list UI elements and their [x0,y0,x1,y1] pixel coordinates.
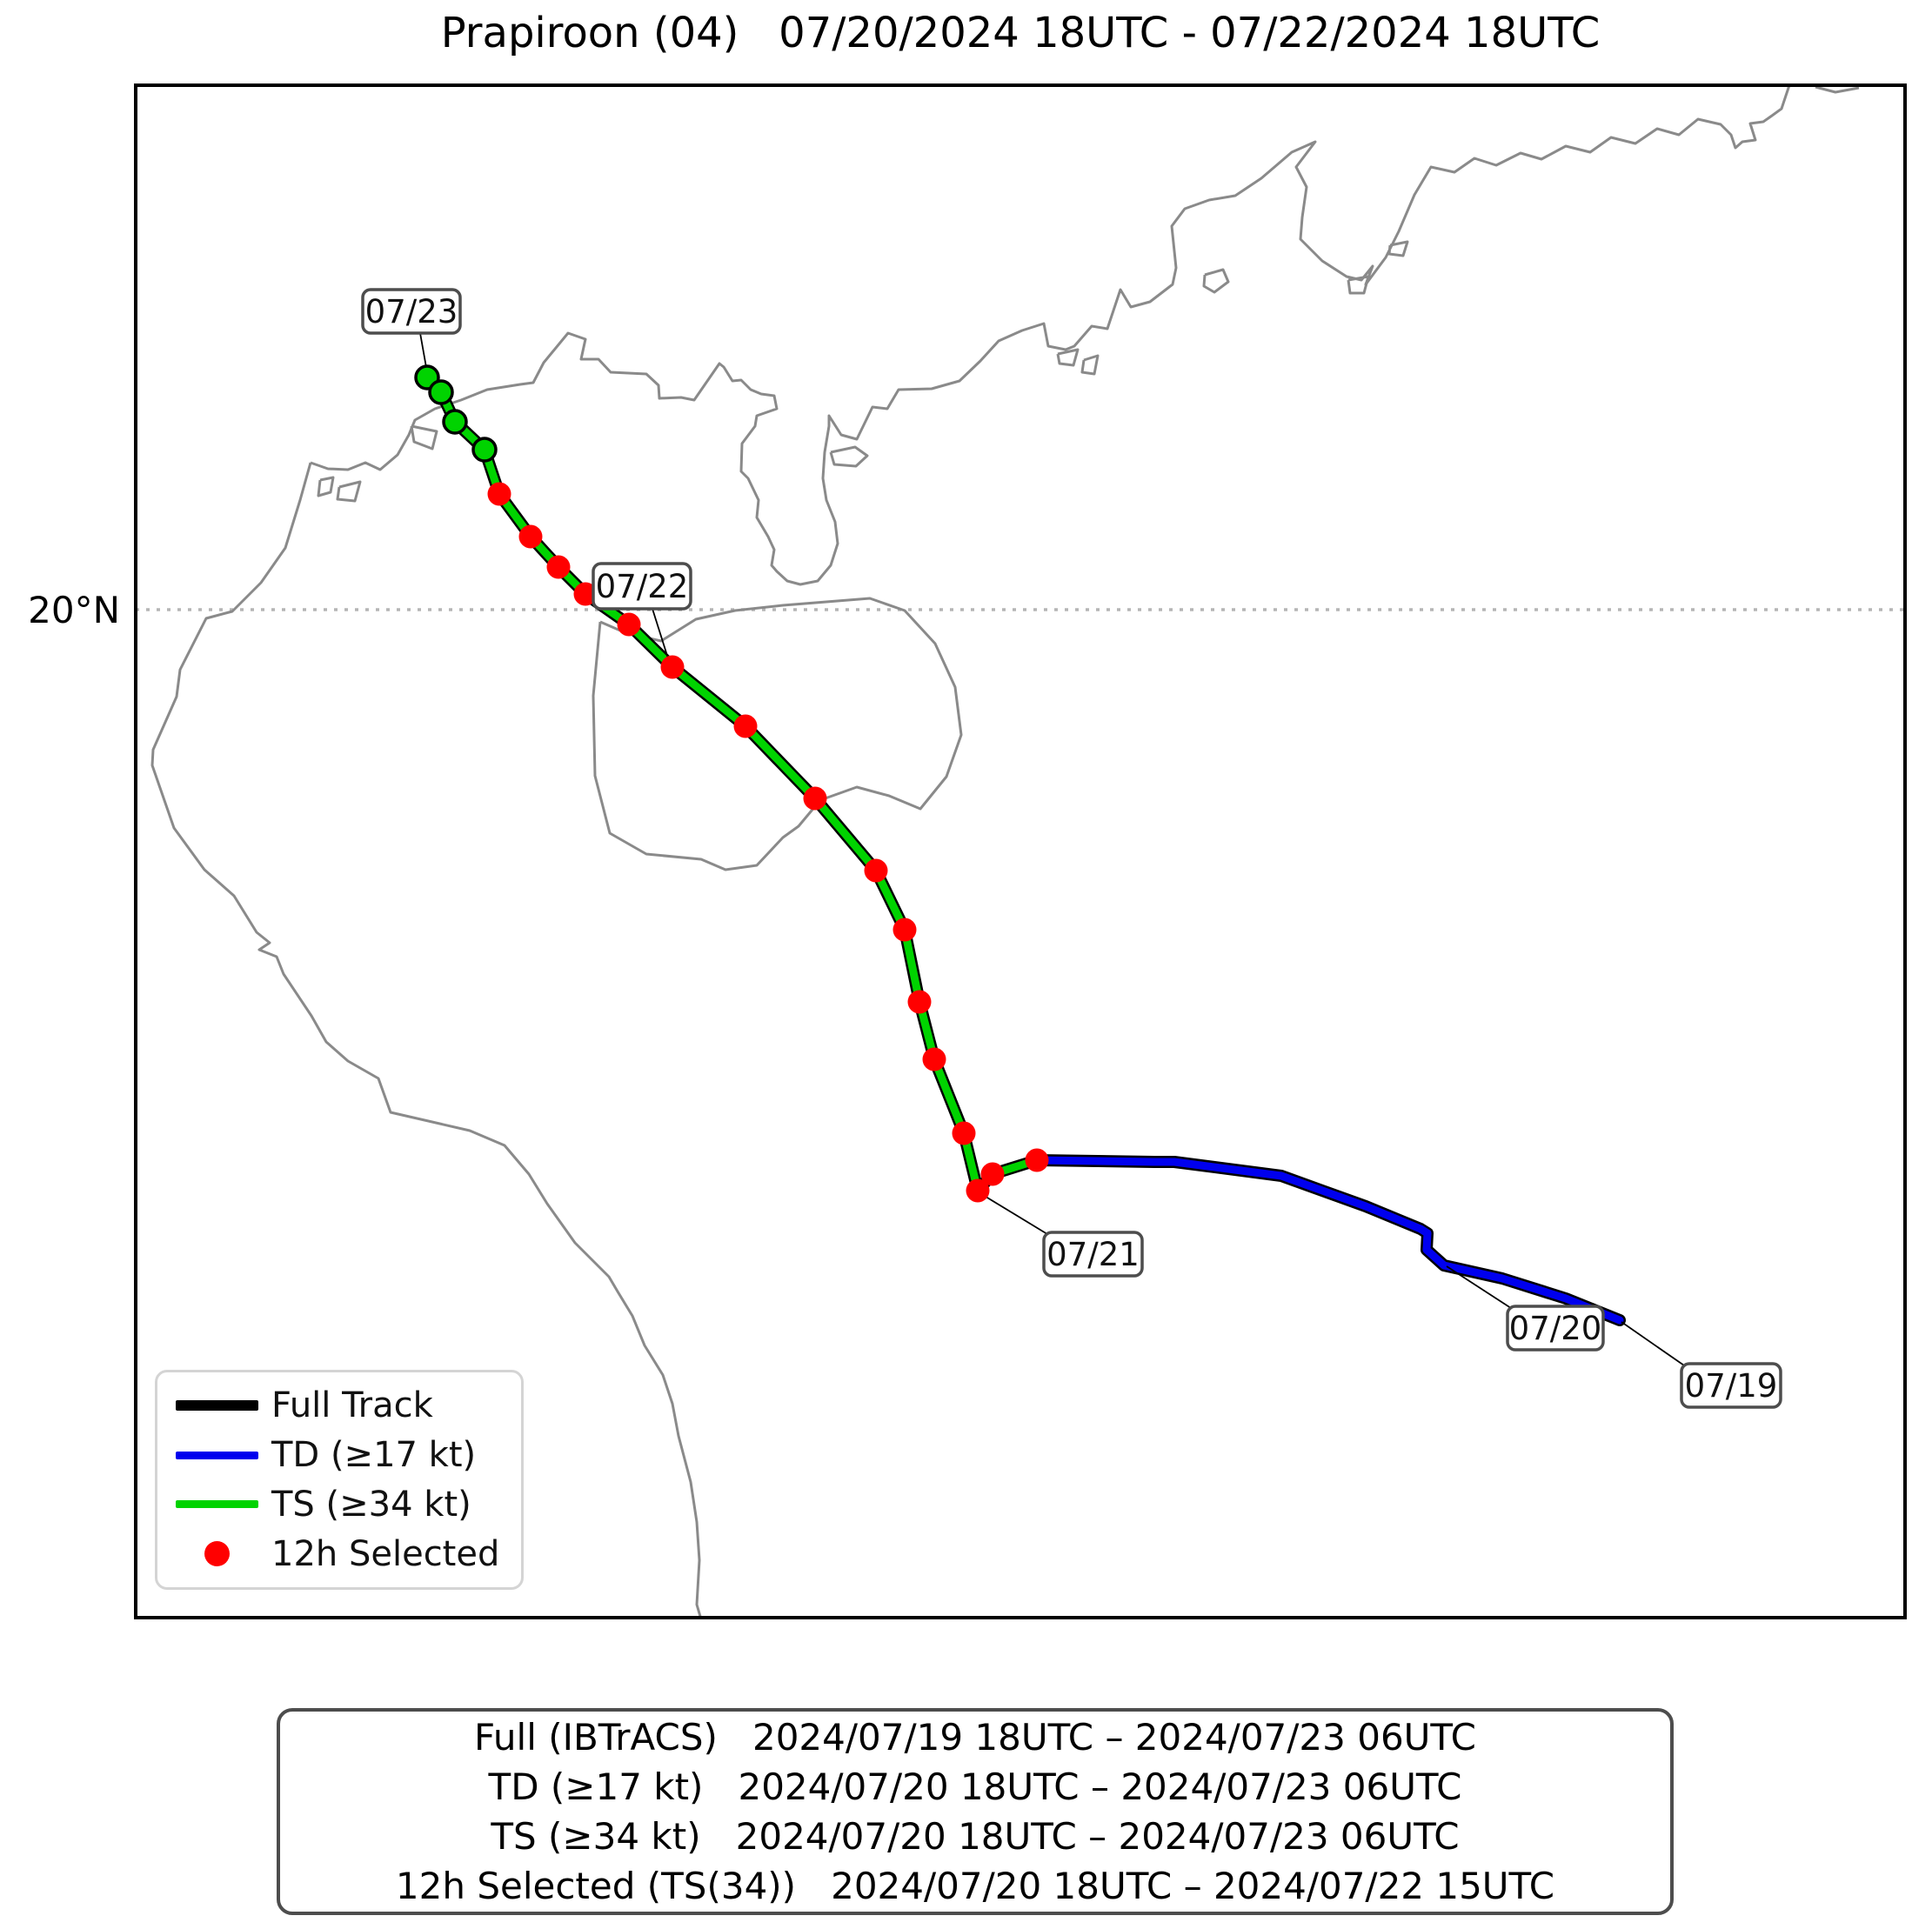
date-label-07-19: 07/19 [1680,1362,1782,1409]
legend-line-swatch [176,1500,258,1509]
date-label-box [361,288,462,335]
date-label-box [592,562,692,611]
date-label-07-22: 07/22 [592,562,692,611]
coastline-path [592,597,963,871]
date-label-text: 07/21 [1046,1236,1140,1273]
date-label-07-21: 07/21 [1042,1231,1144,1278]
date-label-text: 07/20 [1509,1310,1602,1347]
date-label-leader [652,608,669,659]
selected-12h-marker [1025,1148,1049,1172]
info-box-line: Full (IBTrACS) 2024/07/19 18UTC – 2024/0… [474,1716,1476,1759]
selected-12h-marker [966,1178,990,1203]
coastline-path [150,462,702,1618]
coastline-path [410,424,438,451]
date-label-leader [982,1194,1048,1235]
legend: Full Track TD (≥17 kt) TS (≥34 kt) 12h Sele… [155,1370,524,1590]
coastline-path [336,480,362,503]
full-track-line [421,371,1626,1326]
coastline-path [1202,268,1230,294]
selected-12h-marker [864,858,888,883]
date-label-text: 07/19 [1685,1367,1778,1405]
selected-12h-marker [907,990,932,1014]
legend-item: Full Track [163,1382,516,1429]
legend-item-label: TS (≥34 kt) [271,1484,471,1525]
selected-12h-marker [952,1121,976,1145]
date-label-07-23: 07/23 [361,288,462,335]
legend-dot-swatch [204,1541,230,1567]
date-label-leader [1621,1321,1685,1366]
date-label-leader [1446,1265,1514,1311]
date-label-text: 07/22 [596,568,689,605]
legend-item: 12h Selected [163,1531,516,1578]
ts-track-line [423,373,1041,1195]
coastline-path [1056,348,1080,367]
plot-title: Prapiroon (04) 07/20/2024 18UTC - 07/22/… [440,9,1601,57]
info-box-line: TS (≥34 kt) 2024/07/20 18UTC – 2024/07/2… [491,1815,1460,1858]
ts-position-marker [471,437,498,463]
selected-12h-marker [660,655,685,679]
selected-12h-marker [487,482,511,506]
map-frame [134,83,1907,1619]
legend-item: TD (≥17 kt) [163,1432,516,1478]
selected-12h-marker [803,786,827,811]
legend-line-swatch [176,1400,258,1412]
info-box-line: 12h Selected (TS(34)) 2024/07/20 18UTC –… [395,1865,1555,1907]
coastline-path [317,476,335,497]
legend-item: TS (≥34 kt) [163,1481,516,1528]
selected-12h-marker [733,714,758,738]
legend-item-label: Full Track [271,1385,433,1426]
coastline-path [1347,275,1370,295]
coastline-path [829,445,869,468]
selected-12h-marker [892,918,917,942]
selected-12h-marker [617,612,641,637]
selected-12h-marker [518,524,543,549]
track-period-info-box: Full (IBTrACS) 2024/07/19 18UTC – 2024/0… [277,1708,1674,1915]
date-label-box [1506,1305,1605,1352]
legend-line-swatch [176,1451,258,1459]
selected-12h-marker [980,1162,1005,1186]
selected-12h-marker [922,1047,946,1071]
coastline-path [310,85,1791,586]
map-content: 07/23 07/22 07/21 07/20 07/19 [136,85,1905,1618]
date-label-box [1042,1231,1144,1278]
legend-item-label: TD (≥17 kt) [271,1435,477,1476]
ts-position-marker [428,379,454,405]
y-axis-tick-label: 20°N [28,589,120,631]
selected-12h-marker [573,582,598,606]
selected-12h-marker [546,555,571,579]
ts-position-marker [442,409,468,435]
coastline-path [1815,85,1860,94]
info-box-line: TD (≥17 kt) 2024/07/20 18UTC – 2024/07/2… [488,1765,1462,1808]
legend-item-label: 12h Selected [271,1533,500,1574]
coastline-path [1387,240,1409,257]
date-label-text: 07/23 [365,293,458,330]
date-label-box [1680,1362,1782,1409]
td-track-line [1033,1156,1624,1325]
coastline-path [1080,354,1100,376]
date-label-07-20: 07/20 [1506,1305,1605,1352]
